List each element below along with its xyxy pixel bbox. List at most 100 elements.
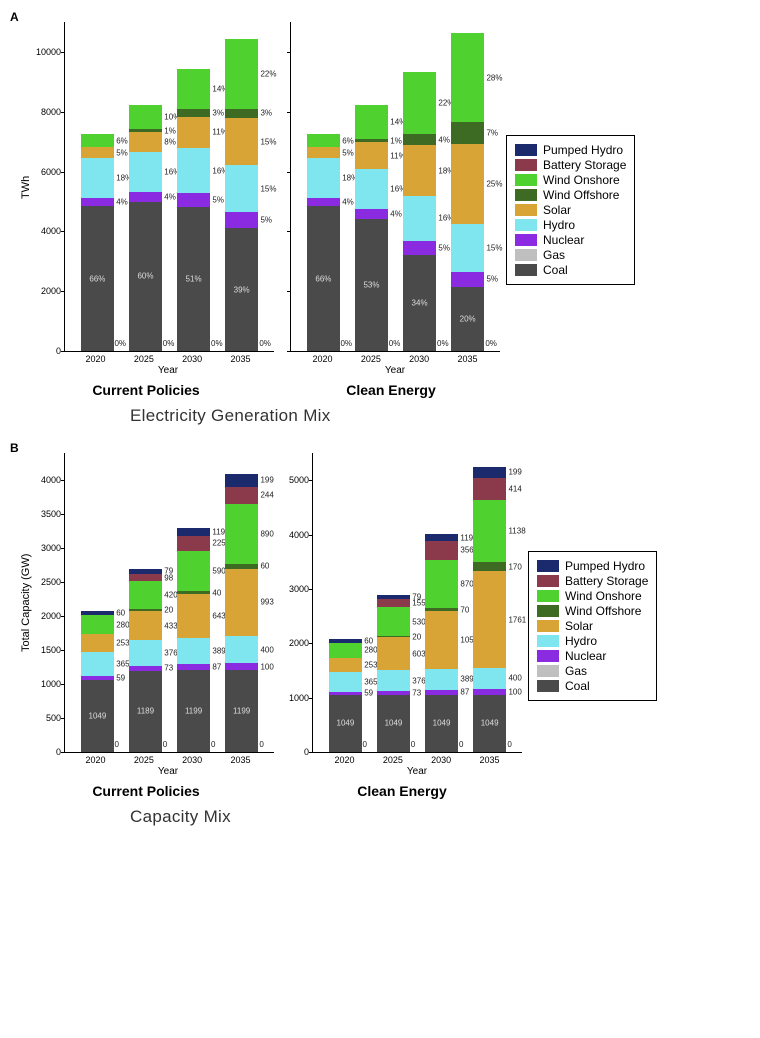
y-tick-label: 0: [56, 747, 61, 757]
bar-segment-nuclear: 5%: [451, 272, 485, 288]
legend-swatch: [537, 575, 559, 587]
legend-label: Gas: [565, 664, 587, 678]
segment-value-label: 1049: [88, 712, 106, 721]
bar-segment-solar: 643: [177, 594, 211, 638]
chart-pair: TWh02000400060008000100000%0%0%0%66%4%18…: [18, 22, 500, 398]
segment-value-label: 79: [412, 592, 421, 601]
bar-segment-hydro: 18%: [307, 158, 341, 197]
x-axis-label: Year: [312, 766, 522, 777]
bars-container: 66%4%18%5%6%53%4%16%11%1%14%34%5%16%18%4…: [291, 22, 500, 351]
bar-segment-nuclear: 5%: [177, 193, 211, 207]
bar-segment-wind-offshore: 70: [425, 608, 459, 612]
bar-segment-nuclear: 73: [129, 666, 163, 671]
bar-segment-coal: 66%: [81, 206, 115, 351]
x-tick-label: 2030: [417, 755, 465, 765]
segment-value-label: 100: [508, 688, 521, 697]
bar-segment-coal: 66%: [307, 206, 341, 351]
segment-value-label: 280: [364, 646, 377, 655]
y-tick-column: [282, 22, 290, 352]
segment-value-label: 60: [260, 562, 269, 571]
bar-segment-wind-onshore: 22%: [225, 39, 259, 108]
legend-row: Hydro: [515, 218, 626, 232]
bar-segment-hydro: 16%: [177, 148, 211, 193]
scenario-title: Clean Energy: [357, 783, 446, 799]
bar-slot: 66%4%18%5%6%: [73, 134, 121, 351]
legend-label: Nuclear: [543, 233, 584, 247]
y-tick-label: 0: [56, 346, 61, 356]
bar-segment-solar: 253: [81, 634, 115, 651]
x-tick-label: 2035: [216, 354, 264, 364]
bar-segment-wind-offshore: 1%: [129, 129, 163, 131]
bar-segment-wind-onshore: 22%: [403, 72, 437, 134]
plot-area: 0100020003000400050000000104959365253280…: [312, 453, 522, 753]
bar-segment-wind-onshore: 14%: [177, 69, 211, 108]
bar-segment-solar: 1761: [473, 571, 507, 667]
segment-value-label: 4%: [438, 135, 450, 144]
segment-value-label: 119: [212, 527, 225, 536]
segment-value-label: 365: [364, 677, 377, 686]
segment-value-label: 4%: [164, 192, 176, 201]
y-tick-label: 2500: [41, 577, 61, 587]
bar-slot: 118973376433204209879: [121, 569, 169, 752]
bar-segment-wind-offshore: 60: [225, 564, 259, 568]
x-tick-label: 2025: [347, 354, 395, 364]
y-tick-label: 2000: [41, 286, 61, 296]
bar-segment-coal: 53%: [355, 219, 389, 351]
plot-area: 0%0%0%0%66%4%18%5%6%53%4%16%11%1%14%34%5…: [290, 22, 500, 352]
bar-segment-battery-storage: 356: [425, 541, 459, 560]
bar-segment-coal: 1049: [81, 680, 115, 752]
bar-segment-wind-offshore: 20: [129, 609, 163, 610]
bar-segment-pumped-hydro: 199: [473, 467, 507, 478]
bar-segment-battery-storage: 414: [473, 478, 507, 501]
bar-segment-coal: 51%: [177, 207, 211, 351]
y-axis-label: TWh: [18, 22, 34, 352]
bar-segment-wind-offshore: 20: [377, 636, 411, 637]
legend-row: Nuclear: [515, 233, 626, 247]
segment-value-label: 389: [212, 647, 225, 656]
legend-row: Hydro: [537, 634, 648, 648]
segment-value-label: 79: [164, 567, 173, 576]
bar-segment-battery-storage: 155: [377, 599, 411, 607]
bar-slot: 66%4%18%5%6%: [299, 134, 347, 351]
chart-column: TWh02000400060008000100000%0%0%0%66%4%18…: [18, 22, 274, 398]
stacked-bar: 119910040099360890244199: [225, 473, 259, 752]
legend-swatch: [515, 264, 537, 276]
legend-row: Battery Storage: [515, 158, 626, 172]
bar-slot: 34%5%16%18%4%22%: [396, 72, 444, 351]
y-tick-label: 6000: [41, 167, 61, 177]
x-tick-label: 2035: [216, 755, 264, 765]
segment-value-label: 28%: [486, 73, 502, 82]
bar-segment-wind-offshore: 1%: [355, 139, 389, 141]
segment-value-label: 40: [212, 588, 221, 597]
chart-wrap: 0100020003000400050000000104959365253280…: [282, 453, 522, 753]
bar-segment-solar: 5%: [81, 147, 115, 158]
segment-value-label: 87: [212, 663, 221, 672]
bar-segment-coal: 1049: [425, 695, 459, 752]
y-tick-label: 3000: [289, 584, 309, 594]
y-tick-label: 0: [304, 747, 309, 757]
y-tick-label: 1000: [41, 679, 61, 689]
bar-segment-solar: 993: [225, 569, 259, 637]
legend-row: Coal: [537, 679, 648, 693]
segment-value-label: 1189: [137, 707, 154, 716]
legend-label: Gas: [543, 248, 565, 262]
segment-value-label: 890: [260, 530, 273, 539]
plot-area: 0500100015002000250030003500400000001049…: [64, 453, 274, 753]
bar-segment-hydro: 376: [129, 640, 163, 666]
legend-swatch: [537, 680, 559, 692]
segment-value-label: 39%: [234, 285, 250, 294]
stacked-bar: 104910040017611701138414199: [473, 467, 507, 752]
bar-segment-solar: 11%: [177, 117, 211, 148]
bar-segment-pumped-hydro: 119: [425, 534, 459, 540]
chart-pair: Total Capacity (GW)050010001500200025003…: [18, 453, 522, 799]
bar-segment-coal: 1049: [473, 695, 507, 752]
bar-segment-coal: 1049: [329, 695, 363, 752]
segment-value-label: 3%: [212, 108, 224, 117]
segment-value-label: 73: [412, 688, 421, 697]
x-tick-label: 2030: [168, 755, 216, 765]
chart-wrap: 0%0%0%0%66%4%18%5%6%53%4%16%11%1%14%34%5…: [282, 22, 500, 352]
x-tick-label: 2025: [120, 755, 168, 765]
bar-segment-wind-onshore: 280: [81, 615, 115, 634]
y-tick-label: 1500: [41, 645, 61, 655]
bar-segment-nuclear: 4%: [307, 198, 341, 207]
